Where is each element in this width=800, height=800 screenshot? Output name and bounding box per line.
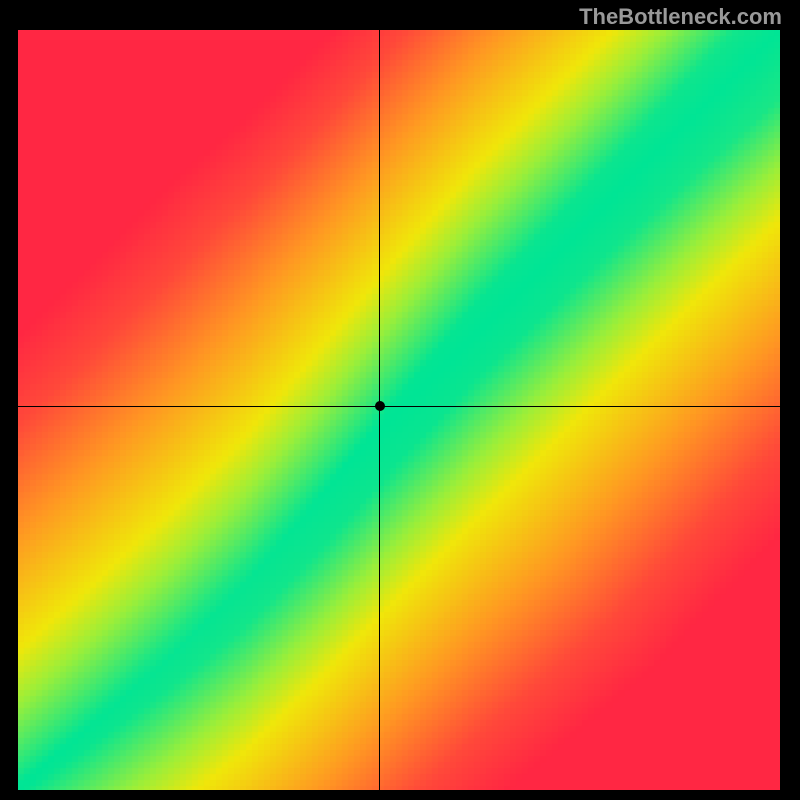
heatmap-canvas [18,30,780,790]
watermark-text: TheBottleneck.com [579,4,782,30]
crosshair-horizontal [18,406,780,407]
chart-container: TheBottleneck.com [0,0,800,800]
